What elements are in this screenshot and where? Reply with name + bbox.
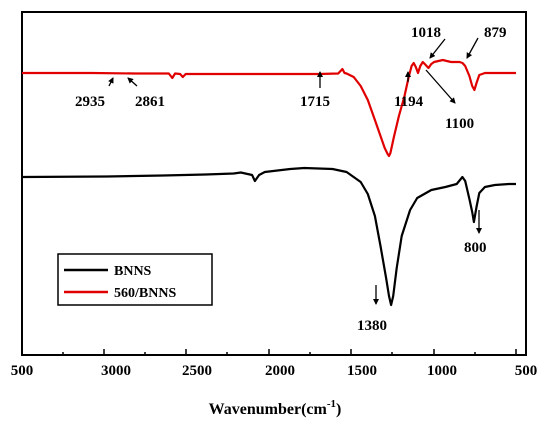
x-axis-title-close: ) (336, 401, 341, 418)
legend-box (57, 253, 213, 306)
annotation-arrow (127, 77, 138, 87)
annotation-label: 800 (464, 240, 487, 256)
annotation-label: 2861 (135, 94, 165, 110)
series-line-560-bnns (22, 58, 516, 158)
annotation-label: 2935 (75, 94, 105, 110)
x-tick-label: 500 (515, 363, 538, 379)
annotation-label: 1194 (394, 94, 424, 110)
x-tick-label: 3000 (101, 363, 131, 379)
annotation-label: 1715 (300, 94, 330, 110)
annotation-arrow (429, 38, 446, 59)
x-tick-label: 2000 (265, 363, 295, 379)
x-tick-label: 1500 (347, 363, 377, 379)
annotation-arrow (108, 77, 114, 87)
x-tick-label: 500 (11, 363, 34, 379)
annotation-arrows (108, 37, 482, 305)
annotation-arrow (466, 37, 479, 59)
annotation-label: 1018 (411, 25, 441, 41)
x-tick-marks (21, 349, 517, 355)
x-tick-label: 1000 (427, 363, 457, 379)
x-axis-title-main: Wavenumber(cm (209, 401, 328, 418)
plot-frame (21, 11, 527, 356)
annotation-label: 879 (484, 25, 507, 41)
legend-label-bnns: BNNS (114, 264, 152, 279)
annotation-label: 1100 (445, 116, 474, 132)
x-tick-label: 2500 (182, 363, 212, 379)
annotation-arrow (425, 69, 456, 104)
annotation-label: 1380 (357, 318, 387, 334)
legend-label-560-bnns: 560/BNNS (114, 286, 176, 301)
x-axis-title: Wavenumber(cm-1) (209, 398, 342, 418)
legend: BNNS 560/BNNS (57, 253, 213, 306)
x-axis-title-superscript: -1 (327, 398, 336, 410)
series-line-bnns (21, 166, 516, 307)
